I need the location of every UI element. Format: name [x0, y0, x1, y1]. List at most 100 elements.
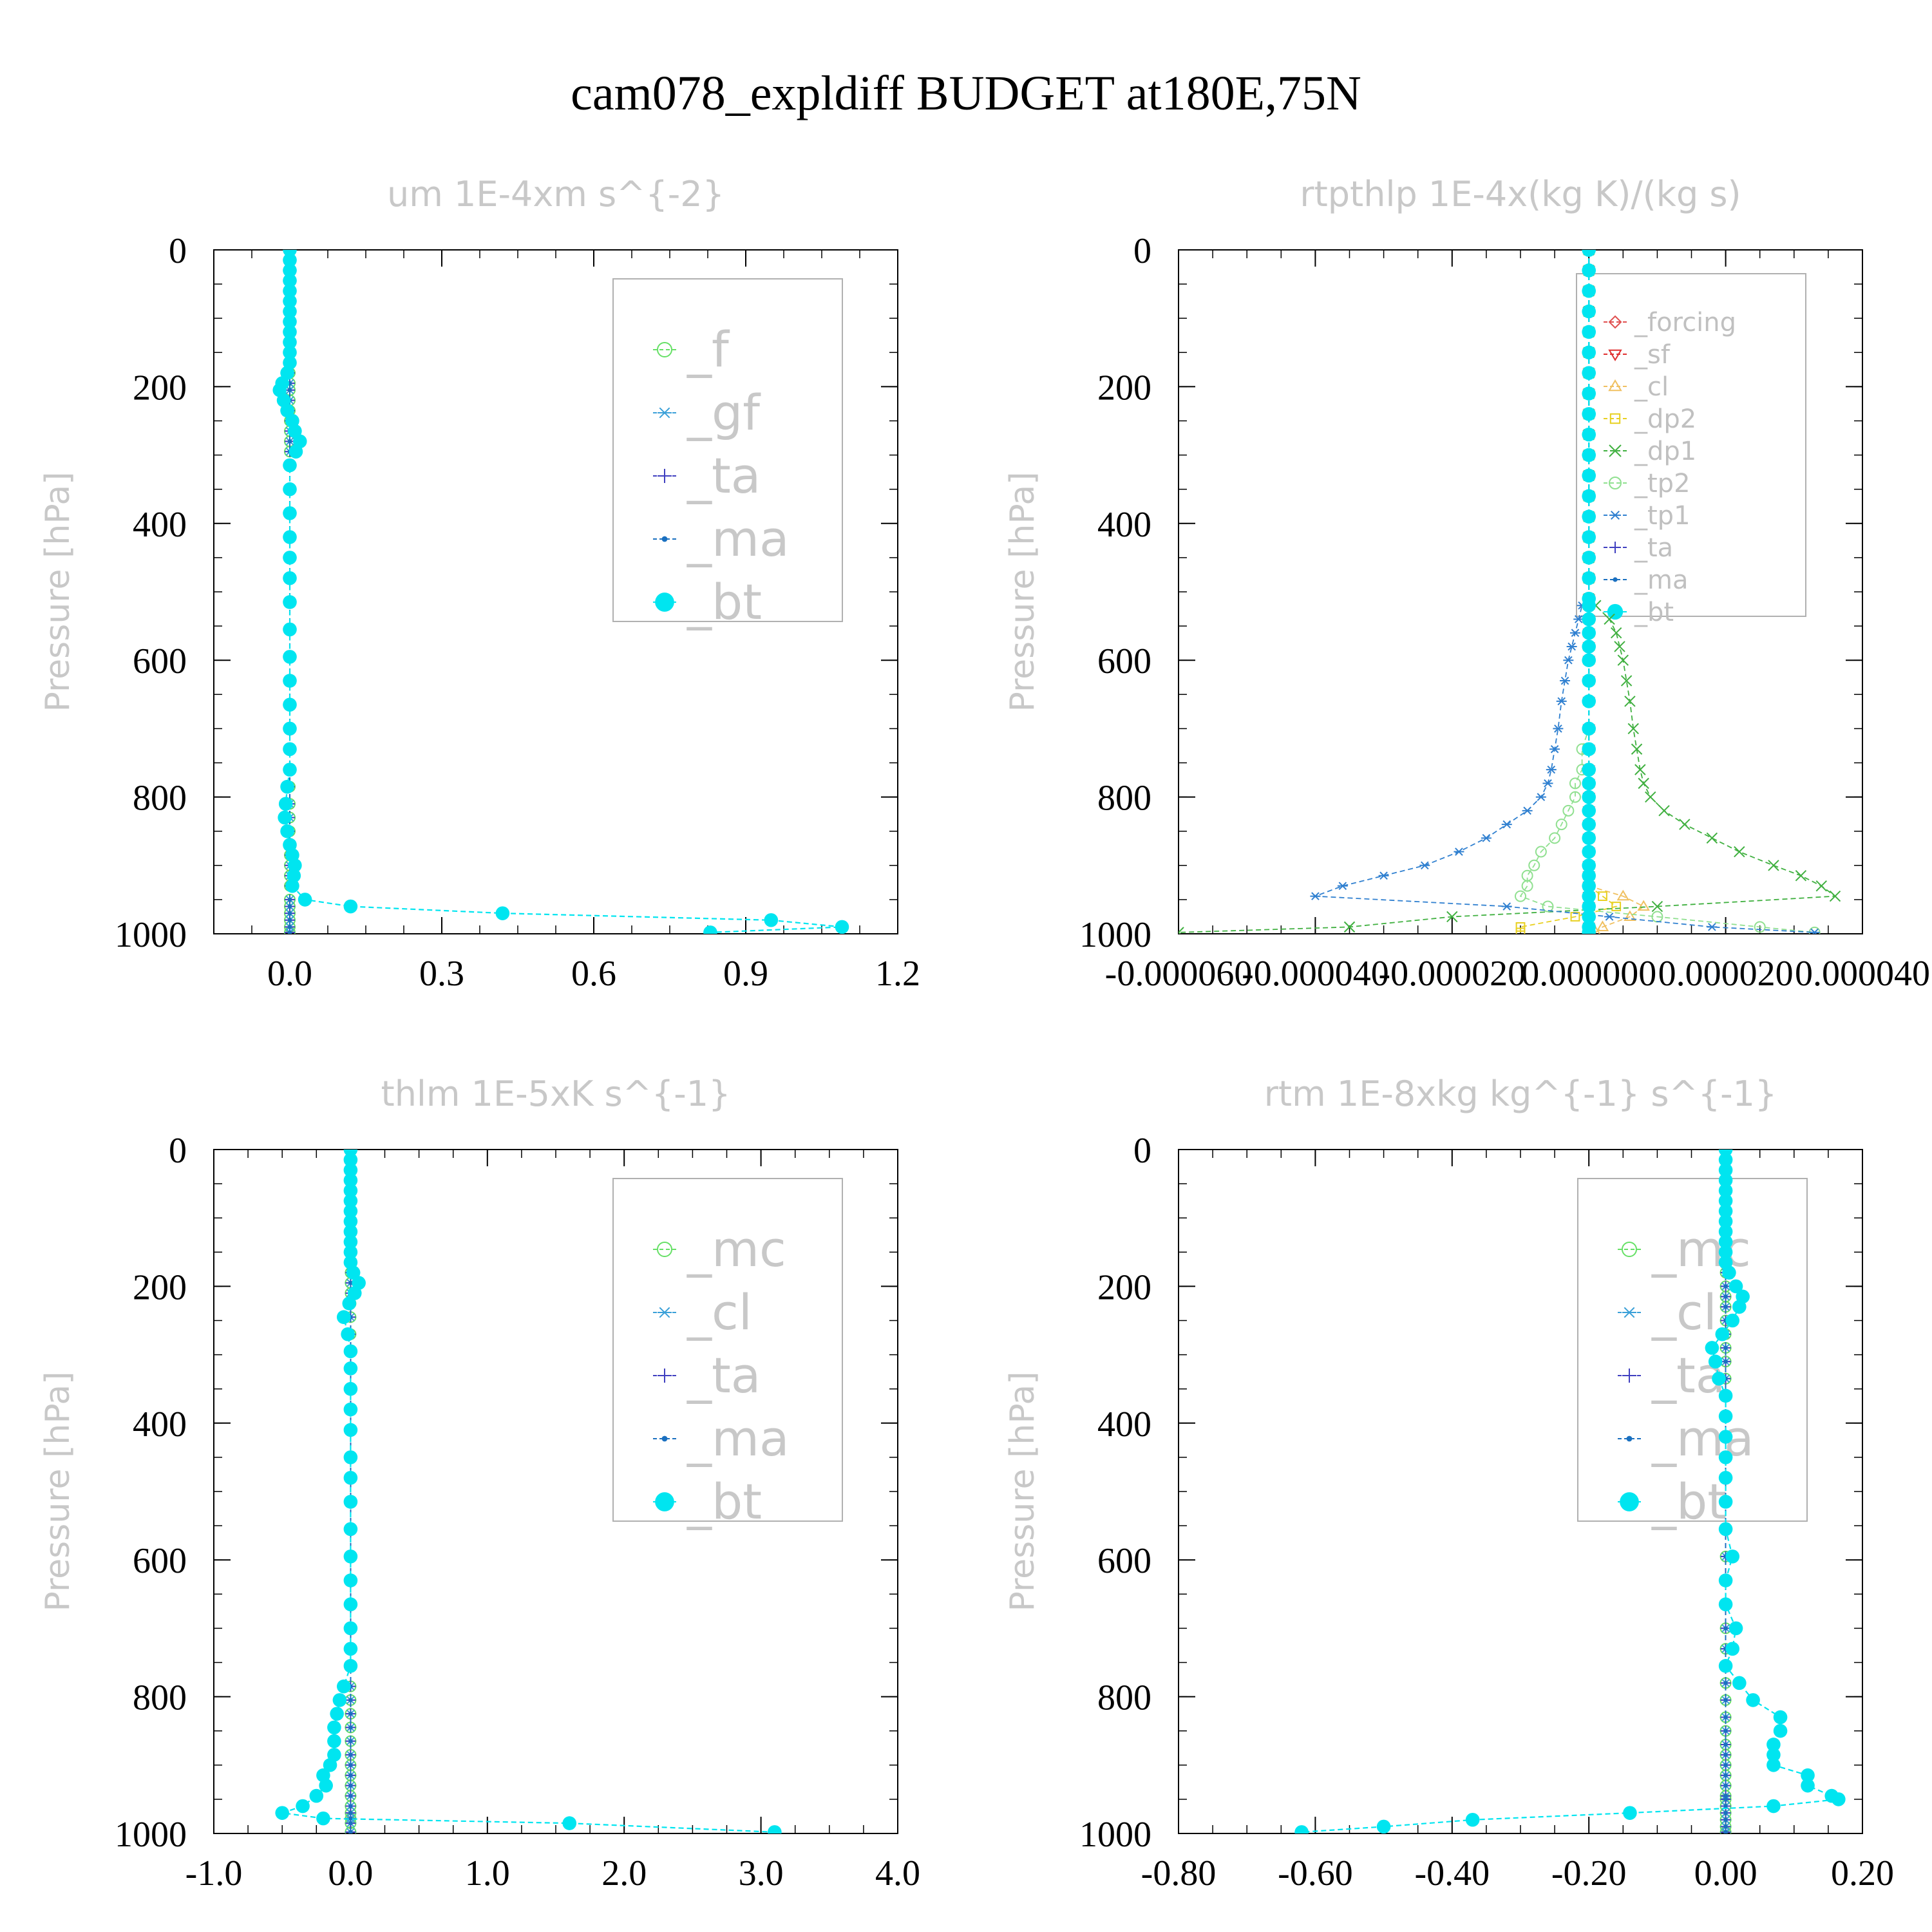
- series-dp2: [1515, 250, 1622, 934]
- plot-frame: [1178, 249, 1863, 934]
- legend-marker: [1620, 1492, 1639, 1511]
- data-point: [1560, 676, 1571, 685]
- data-point: [280, 824, 294, 838]
- legend-label: _ma: [1651, 1410, 1754, 1467]
- data-point: [347, 1286, 362, 1300]
- data-point: [309, 1788, 324, 1803]
- data-point: [346, 1265, 361, 1280]
- data-point: [495, 906, 510, 920]
- y-tick-label: 400: [1097, 1405, 1151, 1444]
- x-tick-label: -0.40: [1414, 1853, 1490, 1893]
- data-point: [1515, 890, 1526, 902]
- data-point: [1569, 777, 1581, 790]
- figure-title: cam078_expldiff BUDGET at180E,75N: [571, 66, 1361, 120]
- data-point: [287, 930, 292, 934]
- data-point: [1582, 263, 1596, 278]
- series-line: [1302, 1150, 1841, 1833]
- data-point: [1718, 1183, 1733, 1198]
- data-point: [1562, 804, 1575, 817]
- data-point: [287, 439, 292, 444]
- panel-title: thlm 1E-5xK s^{-1}: [381, 1074, 731, 1114]
- data-point: [1832, 1792, 1846, 1806]
- data-point: [348, 1698, 353, 1703]
- series-dp1: [1179, 250, 1841, 934]
- data-point: [1616, 889, 1630, 901]
- data-point: [1582, 551, 1596, 565]
- y-tick-label: 600: [133, 1541, 187, 1581]
- data-point: [1604, 913, 1615, 921]
- y-tick-label: 0: [1133, 231, 1151, 271]
- data-point: [1563, 656, 1574, 665]
- data-point: [1728, 1621, 1743, 1636]
- y-tick-label: 800: [133, 1678, 187, 1718]
- legend-label: _sf: [1634, 340, 1671, 370]
- data-point: [1723, 1817, 1728, 1822]
- data-point: [343, 1153, 358, 1167]
- legend-marker: [655, 592, 674, 612]
- data-point: [283, 595, 297, 609]
- data-point: [703, 925, 717, 934]
- x-tick-label: 0.0: [328, 1853, 373, 1893]
- data-point: [275, 1806, 290, 1820]
- legend-label: _ma: [1634, 565, 1688, 595]
- legend-marker: [658, 407, 672, 419]
- legend-marker: [661, 1435, 668, 1442]
- series-bt: [1582, 250, 1596, 934]
- data-point: [348, 1816, 353, 1821]
- data-point: [343, 1183, 358, 1198]
- data-point: [1773, 1710, 1788, 1725]
- series-line: [1315, 250, 1815, 933]
- data-point: [1294, 1825, 1309, 1833]
- data-point: [336, 1679, 351, 1694]
- data-point: [1582, 639, 1596, 654]
- data-point: [1732, 1300, 1747, 1314]
- data-point: [348, 1711, 353, 1716]
- data-point: [1624, 910, 1636, 922]
- data-point: [1465, 1812, 1480, 1827]
- data-point: [1582, 468, 1596, 483]
- data-point: [343, 1621, 358, 1636]
- data-point: [1582, 721, 1596, 736]
- y-tick-label: 0: [1133, 1131, 1151, 1171]
- x-tick-label: -0.20: [1551, 1853, 1627, 1893]
- data-point: [1718, 1470, 1733, 1485]
- data-point: [287, 925, 292, 929]
- data-point: [343, 1193, 358, 1208]
- data-point: [343, 1344, 358, 1359]
- legend-label: _ta: [687, 447, 761, 504]
- legend: _f _gf _ta _ma _bt: [612, 278, 843, 630]
- y-tick-label: 400: [1097, 505, 1151, 545]
- data-point: [1718, 1450, 1733, 1464]
- y-axis-label: Pressure [hPa]: [39, 472, 77, 712]
- data-point: [1343, 921, 1356, 933]
- data-point: [348, 1773, 353, 1777]
- x-tick-label: 4.0: [875, 1853, 920, 1893]
- x-tick-label: 1.2: [875, 954, 920, 994]
- data-point: [1627, 723, 1639, 735]
- legend-label: _tp2: [1634, 469, 1690, 498]
- y-tick-label: 200: [1097, 368, 1151, 408]
- data-point: [1624, 696, 1636, 707]
- data-point: [1535, 793, 1546, 801]
- data-point: [1723, 1728, 1728, 1733]
- data-point: [348, 1810, 353, 1815]
- data-point: [1718, 1388, 1733, 1403]
- legend-marker: [1608, 379, 1622, 392]
- legend-marker: [655, 1492, 674, 1511]
- data-point: [283, 294, 297, 308]
- data-point: [348, 1821, 353, 1826]
- data-point: [1718, 1193, 1733, 1208]
- data-point: [1582, 762, 1596, 777]
- data-point: [1723, 1742, 1728, 1747]
- data-point: [343, 1361, 358, 1376]
- data-point: [1766, 1738, 1781, 1752]
- data-point: [1582, 817, 1596, 831]
- data-point: [1582, 366, 1596, 380]
- data-point: [1718, 1430, 1733, 1444]
- data-point: [343, 1659, 358, 1673]
- legend-box: [1576, 273, 1806, 617]
- data-point: [332, 1693, 347, 1707]
- data-point: [343, 1245, 358, 1260]
- data-point: [287, 388, 292, 392]
- legend-marker: [1622, 1368, 1636, 1383]
